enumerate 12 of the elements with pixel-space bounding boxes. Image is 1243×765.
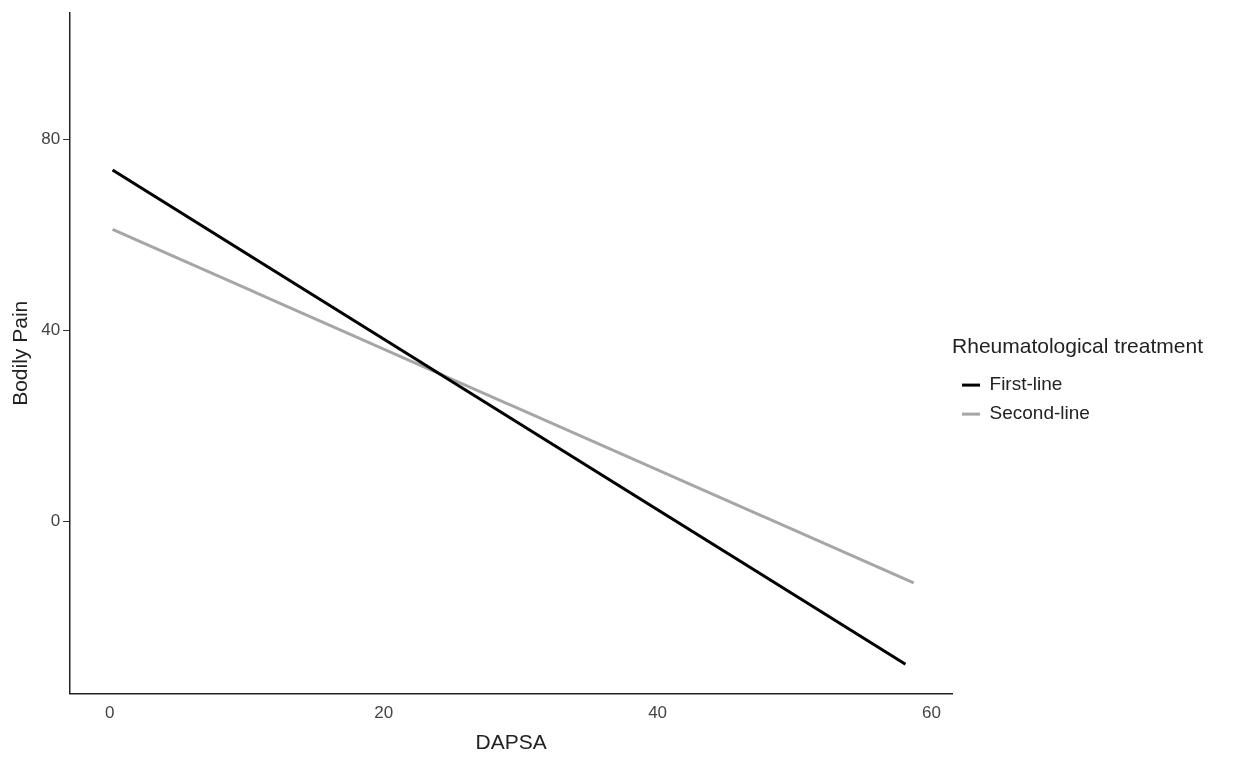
y-axis-title: Bodily Pain (8, 300, 32, 406)
x-tick-label: 0 (105, 703, 115, 723)
x-tick-label: 60 (922, 703, 941, 723)
legend-label: Second-line (989, 402, 1090, 424)
legend-label: First-line (989, 373, 1063, 395)
x-tick-label: 20 (374, 703, 394, 723)
y-tick-label: 80 (41, 128, 61, 148)
y-tick-label: 40 (41, 320, 61, 340)
legend-title: Rheumatological treatment (952, 333, 1204, 357)
x-tick-label: 40 (648, 703, 668, 723)
y-tick-label: 0 (50, 511, 61, 531)
x-axis-title: DAPSA (475, 730, 547, 754)
